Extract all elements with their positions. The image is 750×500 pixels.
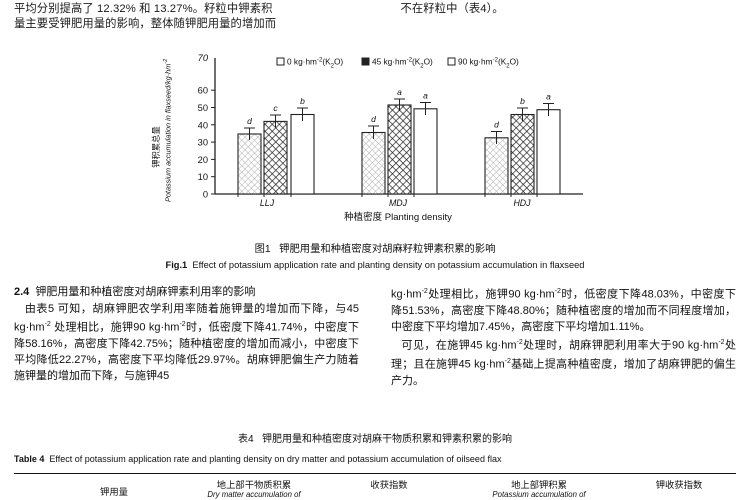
svg-text:45 kg·hm-2(K2O): 45 kg·hm-2(K2O) <box>372 57 433 70</box>
svg-text:20: 20 <box>198 155 208 165</box>
svg-text:d: d <box>247 116 252 126</box>
svg-text:d: d <box>494 120 499 130</box>
svg-text:种植密度 Planting density: 种植密度 Planting density <box>344 211 452 223</box>
svg-text:0 kg·hm-2(K2O): 0 kg·hm-2(K2O) <box>287 57 343 70</box>
svg-text:10: 10 <box>198 172 208 182</box>
svg-text:70: 70 <box>198 53 209 63</box>
svg-text:MDJ: MDJ <box>389 198 408 208</box>
svg-text:30: 30 <box>198 138 208 148</box>
svg-text:HDJ: HDJ <box>513 198 531 208</box>
svg-text:a: a <box>546 92 551 102</box>
svg-text:a: a <box>423 91 428 101</box>
svg-text:LLJ: LLJ <box>260 198 275 208</box>
svg-text:60: 60 <box>198 86 208 96</box>
svg-text:40: 40 <box>198 120 208 130</box>
svg-text:b: b <box>520 96 525 106</box>
svg-text:a: a <box>397 87 402 97</box>
svg-text:0: 0 <box>203 190 208 200</box>
svg-text:d: d <box>371 114 376 124</box>
svg-text:50: 50 <box>198 103 208 113</box>
svg-text:c: c <box>273 103 278 113</box>
svg-text:b: b <box>300 96 305 106</box>
svg-text:90 kg·hm-2(K2O): 90 kg·hm-2(K2O) <box>458 57 519 70</box>
